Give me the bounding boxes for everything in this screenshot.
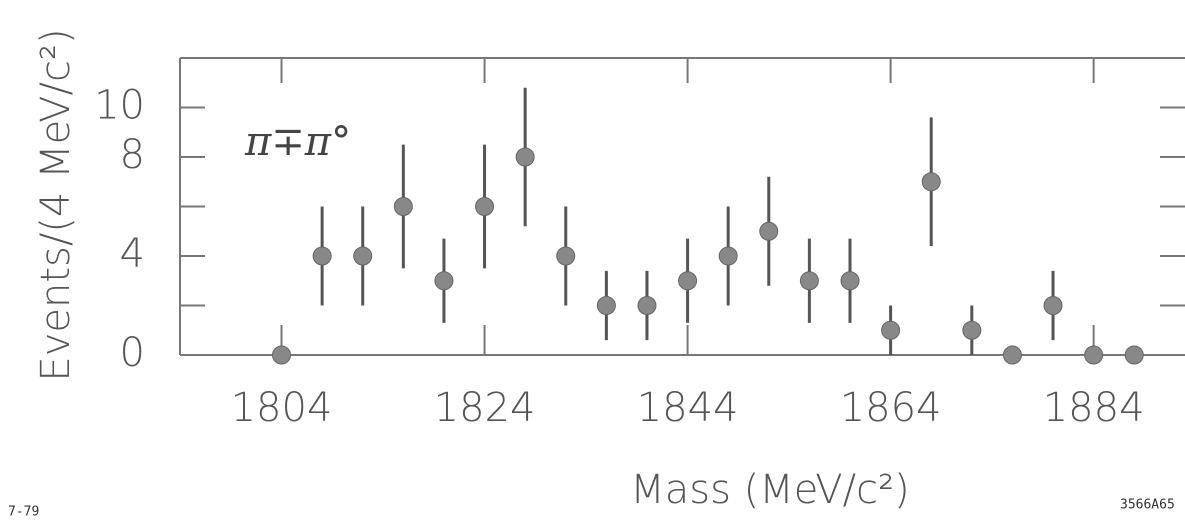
y-tick-label: 8: [120, 132, 145, 178]
data-point: [1084, 345, 1104, 365]
data-point: [434, 271, 454, 291]
y-tick-label: 10: [94, 83, 145, 129]
data-point: [353, 246, 373, 266]
x-tick-label: 1804: [231, 385, 333, 431]
data-point: [393, 197, 413, 216]
data-point: [312, 246, 332, 266]
data-point: [1002, 345, 1022, 365]
data-point: [1124, 345, 1144, 365]
data-point: [637, 296, 657, 315]
data-point: [921, 172, 941, 192]
data-point: [962, 320, 982, 340]
date-note: 7-79: [8, 505, 39, 520]
data-point: [881, 320, 901, 340]
data-point: [1043, 296, 1063, 315]
data-point: [556, 246, 576, 266]
data-point: [596, 296, 616, 315]
y-tick-label: 4: [120, 231, 145, 277]
x-tick-label: 1824: [434, 385, 536, 431]
y-tick-label: 0: [120, 330, 145, 376]
annotation: π∓π°: [244, 119, 351, 165]
x-tick-label: 1884: [1043, 385, 1145, 431]
data-point: [515, 147, 535, 167]
x-tick-label: 1864: [840, 385, 942, 431]
data-point: [718, 246, 738, 266]
data-point: [678, 271, 698, 291]
data-point: [840, 271, 860, 291]
data-point: [475, 197, 495, 216]
data-point: [272, 345, 292, 365]
y-axis-title: Events/(4 MeV/c²): [33, 28, 79, 381]
data-point: [799, 271, 819, 291]
data-point: [759, 221, 779, 241]
figure-id: 3566A65: [1120, 498, 1175, 513]
x-tick-label: 1844: [637, 385, 739, 431]
x-axis-title: Mass (MeV/c²): [630, 467, 910, 513]
